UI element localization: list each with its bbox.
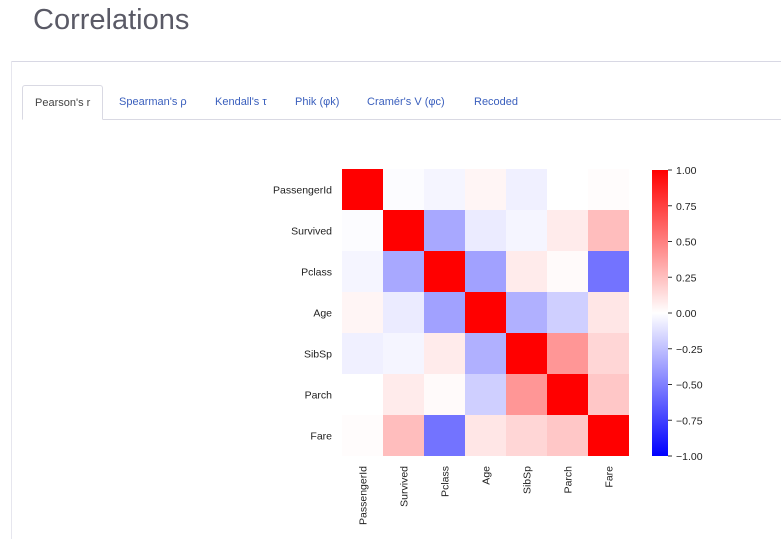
colorbar-tick-label: −0.25	[676, 344, 703, 356]
heatmap-cell-pclass-age	[465, 251, 506, 292]
heatmap-cell-fare-pclass	[424, 415, 465, 456]
heatmap-cell-parch-fare	[588, 374, 629, 415]
row-label-passengerid: PassengerId	[273, 185, 332, 197]
tab-cramers-v[interactable]: Cramér's V (φc)	[367, 96, 445, 108]
heatmap-cell-sibsp-sibsp	[506, 333, 547, 374]
row-label-pclass: Pclass	[301, 267, 332, 279]
heatmap-col-labels: PassengerId Survived Pclass Age SibSp Parch Fa…	[358, 466, 616, 525]
heatmap-cell-passengerid-parch	[547, 169, 588, 210]
col-label-age: Age	[481, 466, 493, 485]
heatmap-cell-age-passengerid	[342, 292, 383, 333]
heatmap-cell-pclass-survived	[383, 251, 424, 292]
heatmap-cell-age-sibsp	[506, 292, 547, 333]
heatmap-cell-parch-parch	[547, 374, 588, 415]
colorbar-tick-label: −1.00	[676, 451, 703, 463]
heatmap-cell-sibsp-survived	[383, 333, 424, 374]
row-label-fare: Fare	[310, 431, 332, 443]
heatmap-cell-survived-survived	[383, 210, 424, 251]
colorbar-tick-label: 0.75	[676, 201, 697, 213]
section-left-border	[11, 61, 12, 539]
heatmap-cell-parch-age	[465, 374, 506, 415]
section-divider	[11, 61, 781, 62]
colorbar	[652, 170, 668, 456]
heatmap-cell-sibsp-pclass	[424, 333, 465, 374]
row-label-sibsp: SibSp	[304, 349, 332, 361]
heatmap-cell-parch-survived	[383, 374, 424, 415]
heatmap-cell-survived-sibsp	[506, 210, 547, 251]
heatmap-cell-parch-passengerid	[342, 374, 383, 415]
heatmap-cell-pclass-parch	[547, 251, 588, 292]
heatmap-cell-age-parch	[547, 292, 588, 333]
heatmap-cell-passengerid-pclass	[424, 169, 465, 210]
page-title: Correlations	[33, 4, 190, 36]
heatmap-cell-passengerid-passengerid	[342, 169, 383, 210]
colorbar-tick-label: −0.75	[676, 415, 703, 427]
heatmap-cell-passengerid-fare	[588, 169, 629, 210]
heatmap-cell-passengerid-survived	[383, 169, 424, 210]
col-label-fare: Fare	[604, 466, 616, 488]
heatmap-cell-sibsp-fare	[588, 333, 629, 374]
tab-spearman[interactable]: Spearman's ρ	[119, 96, 187, 108]
heatmap-cell-pclass-passengerid	[342, 251, 383, 292]
heatmap-cell-age-age	[465, 292, 506, 333]
col-label-parch: Parch	[563, 466, 575, 494]
correlation-tabs: Pearson's r Spearman's ρ Kendall's τ Phi…	[22, 85, 781, 120]
heatmap-cell-sibsp-passengerid	[342, 333, 383, 374]
colorbar-ticks: 1.00 0.75 0.50 0.25 0.00 −0.25 −0.50 −0.75 −1.00	[668, 165, 703, 463]
heatmap-cell-age-pclass	[424, 292, 465, 333]
heatmap-cells	[342, 169, 629, 456]
heatmap-cell-survived-parch	[547, 210, 588, 251]
col-label-pclass: Pclass	[440, 466, 452, 497]
colorbar-tick-label: 0.25	[676, 272, 697, 284]
col-label-survived: Survived	[399, 466, 411, 507]
heatmap-cell-passengerid-sibsp	[506, 169, 547, 210]
heatmap-cell-parch-pclass	[424, 374, 465, 415]
tab-recoded[interactable]: Recoded	[474, 96, 519, 108]
colorbar-tick-label: −0.50	[676, 380, 703, 392]
heatmap-cell-fare-parch	[547, 415, 588, 456]
heatmap-cell-fare-survived	[383, 415, 424, 456]
colorbar-tick-label: 1.00	[676, 165, 697, 177]
tab-pearson[interactable]: Pearson's r	[22, 85, 104, 120]
heatmap-cell-survived-pclass	[424, 210, 465, 251]
heatmap-row-labels: PassengerId Survived Pclass Age SibSp Parch Fa…	[273, 185, 332, 443]
heatmap-cell-survived-fare	[588, 210, 629, 251]
row-label-age: Age	[313, 308, 332, 320]
heatmap-cell-pclass-sibsp	[506, 251, 547, 292]
row-label-survived: Survived	[291, 226, 332, 238]
heatmap-cell-fare-sibsp	[506, 415, 547, 456]
heatmap-cell-passengerid-age	[465, 169, 506, 210]
colorbar-tick-label: 0.00	[676, 308, 697, 320]
heatmap-cell-age-survived	[383, 292, 424, 333]
tab-kendall[interactable]: Kendall's τ	[215, 96, 267, 108]
col-label-passengerid: PassengerId	[358, 466, 370, 525]
heatmap-cell-fare-fare	[588, 415, 629, 456]
heatmap-cell-fare-age	[465, 415, 506, 456]
heatmap-cell-survived-passengerid	[342, 210, 383, 251]
heatmap-cell-pclass-pclass	[424, 251, 465, 292]
heatmap-cell-pclass-fare	[588, 251, 629, 292]
heatmap-cell-parch-sibsp	[506, 374, 547, 415]
heatmap-cell-sibsp-parch	[547, 333, 588, 374]
colorbar-tick-label: 0.50	[676, 237, 697, 249]
col-label-sibsp: SibSp	[522, 466, 534, 494]
tab-phik[interactable]: Phik (φk)	[295, 96, 340, 108]
row-label-parch: Parch	[305, 390, 333, 402]
heatmap-cell-survived-age	[465, 210, 506, 251]
heatmap-cell-fare-passengerid	[342, 415, 383, 456]
heatmap-cell-age-fare	[588, 292, 629, 333]
heatmap-cell-sibsp-age	[465, 333, 506, 374]
